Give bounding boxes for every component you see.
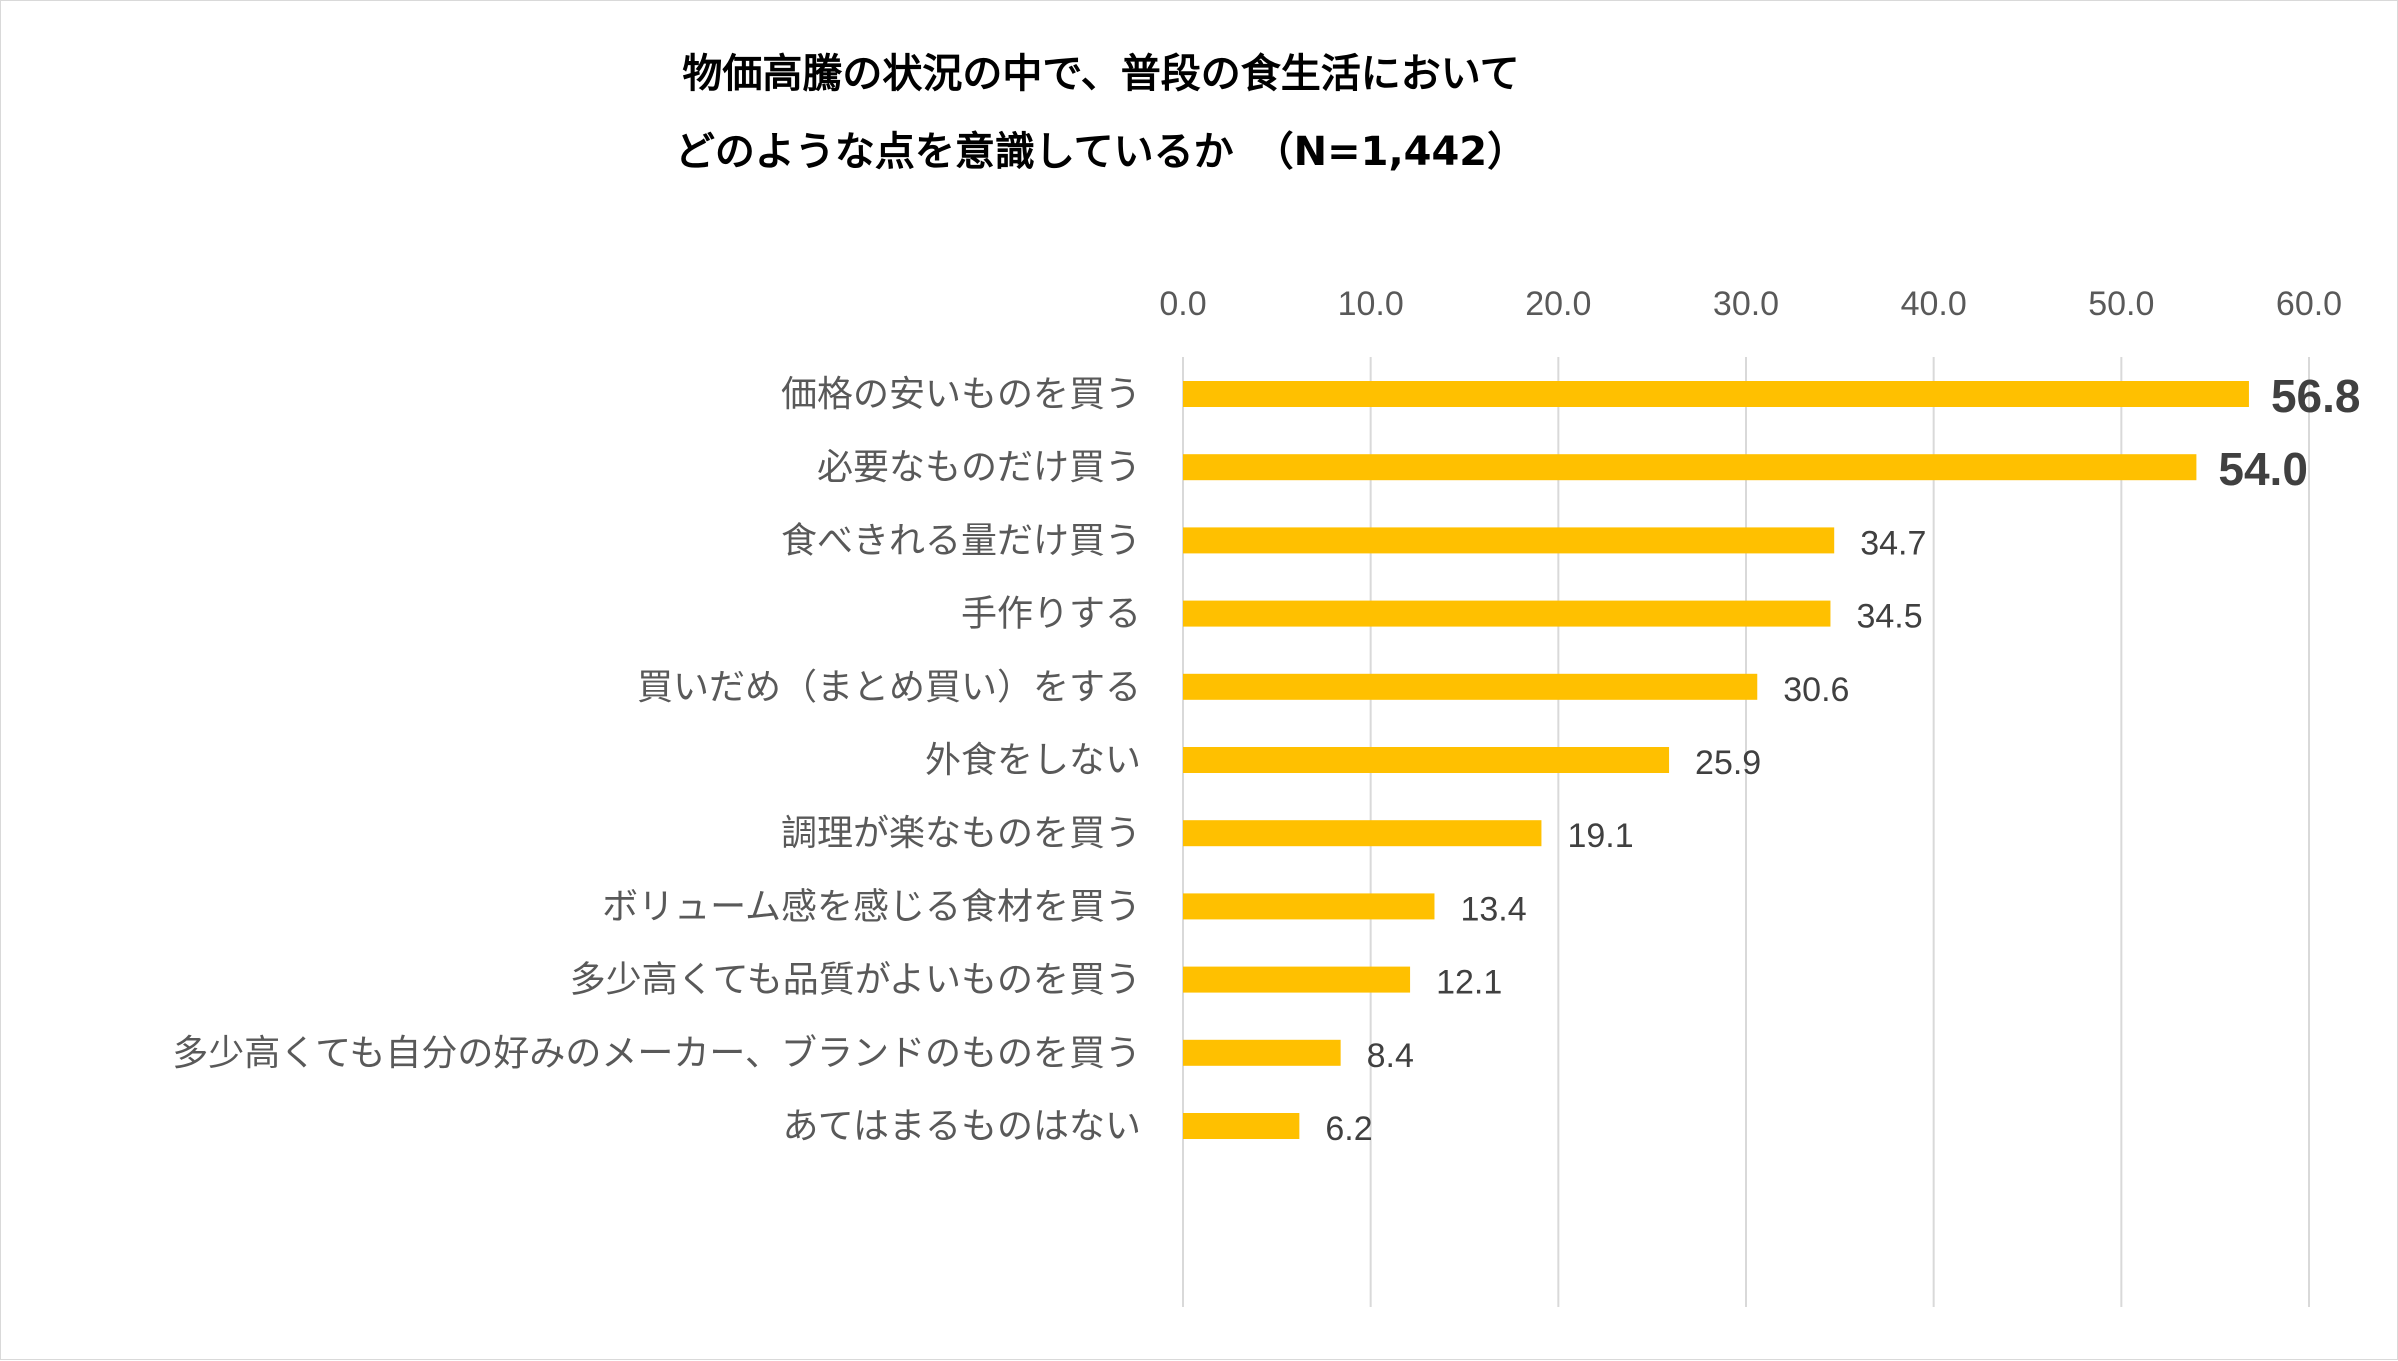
tick-label-6: 60.0 bbox=[2276, 285, 2342, 323]
category-labels: 価格の安いものを買う必要なものだけ買う食べきれる量だけ買う手作りする買いだめ（ま… bbox=[172, 374, 1141, 1147]
bar-8 bbox=[1183, 966, 1411, 993]
value-label-0: 56.8 bbox=[2271, 370, 2361, 422]
category-label-7: ボリューム感を感じる食材を買う bbox=[602, 886, 1141, 927]
value-label-7: 13.4 bbox=[1460, 890, 1526, 928]
category-label-9: 多少高くても自分の好みのメーカー、ブランドのものを買う bbox=[172, 1033, 1141, 1074]
value-label-6: 19.1 bbox=[1567, 817, 1633, 855]
category-label-8: 多少高くても品質がよいものを買う bbox=[570, 960, 1141, 1001]
category-label-0: 価格の安いものを買う bbox=[781, 374, 1141, 415]
category-label-10: あてはまるものはない bbox=[782, 1106, 1141, 1147]
bar-0 bbox=[1183, 381, 2249, 407]
bar-9 bbox=[1183, 1039, 1341, 1066]
bar-6 bbox=[1183, 820, 1542, 847]
tick-label-4: 40.0 bbox=[1901, 285, 1967, 323]
value-label-3: 34.5 bbox=[1856, 598, 1922, 636]
value-labels: 56.8 54.0 34.7 34.530.6 25.9 19.1 13.4 12.1 8.4 6… bbox=[1325, 370, 2360, 1148]
bar-1 bbox=[1183, 454, 2197, 481]
tick-label-0: 0.0 bbox=[1159, 285, 1206, 323]
tick-label-1: 10.0 bbox=[1338, 285, 1404, 323]
category-label-6: 調理が楽なものを買う bbox=[781, 813, 1141, 854]
chart-title: 物価高騰の状況の中で、普段の食生活において どのような点を意識しているか （N=… bbox=[675, 51, 1527, 175]
value-label-1: 54.0 bbox=[2218, 443, 2308, 495]
bar-5 bbox=[1183, 747, 1670, 773]
bar-2 bbox=[1183, 527, 1835, 554]
chart-title-line-1: 物価高騰の状況の中で、普段の食生活において bbox=[682, 51, 1519, 97]
category-label-1: 必要なものだけ買う bbox=[817, 447, 1141, 488]
bar-3 bbox=[1183, 600, 1831, 627]
bar-10 bbox=[1183, 1113, 1300, 1139]
bars bbox=[1183, 381, 2249, 1139]
tick-label-2: 20.0 bbox=[1525, 285, 1591, 323]
bar-7 bbox=[1183, 893, 1435, 920]
value-label-5: 25.9 bbox=[1695, 744, 1761, 782]
value-label-4: 30.6 bbox=[1783, 671, 1849, 709]
value-label-9: 8.4 bbox=[1367, 1037, 1414, 1075]
value-label-2: 34.7 bbox=[1860, 524, 1926, 562]
category-label-5: 外食をしない bbox=[925, 740, 1141, 781]
x-axis-ticks: 0.0 10.0 20.0 30.0 40.0 50.0 60.0 bbox=[1159, 285, 2342, 323]
gridlines bbox=[1182, 357, 2310, 1307]
category-label-4: 買いだめ（まとめ買い）をする bbox=[637, 667, 1141, 708]
bar-4 bbox=[1183, 673, 1758, 700]
chart-title-line-2: どのような点を意識しているか （N=1,442） bbox=[675, 129, 1527, 175]
category-label-3: 手作りする bbox=[961, 594, 1141, 635]
tick-label-5: 50.0 bbox=[2088, 285, 2154, 323]
tick-label-3: 30.0 bbox=[1713, 285, 1779, 323]
category-label-2: 食べきれる量だけ買う bbox=[781, 520, 1141, 561]
value-label-8: 12.1 bbox=[1436, 964, 1502, 1002]
value-label-10: 6.2 bbox=[1325, 1110, 1372, 1148]
